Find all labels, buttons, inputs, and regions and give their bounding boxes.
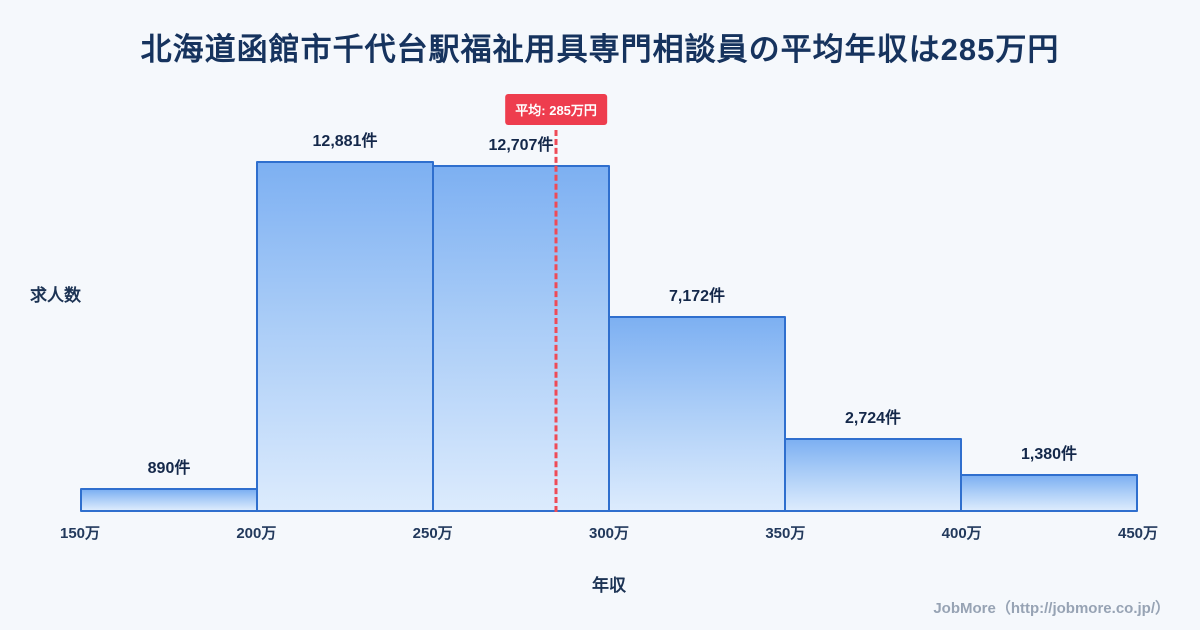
x-tick-label: 350万 (765, 525, 806, 542)
bar-value-label: 12,707件 (488, 137, 554, 154)
average-line (554, 130, 558, 512)
bar-slot: 2,724件 (784, 130, 962, 512)
x-tick-label: 400万 (941, 525, 982, 542)
x-tick-label: 450万 (1117, 525, 1159, 542)
bar-value-label: 890件 (147, 460, 191, 477)
bar-slot: 12,881件 (256, 130, 434, 512)
plot-area: 890件 12,881件 12,707件 7,172件 2,724件 1,380件 平均:… (60, 94, 1158, 542)
x-axis-ticks: 150万 200万 250万 300万 350万 400万 450万 (60, 512, 1158, 542)
histogram-bar (784, 438, 962, 512)
histogram-bar (608, 316, 786, 512)
bar-slot: 1,380件 (960, 130, 1138, 512)
histogram-bar (256, 161, 434, 512)
histogram-bar (80, 488, 258, 512)
histogram-bar (432, 165, 610, 512)
bar-value-label: 7,172件 (668, 288, 726, 305)
x-tick-label: 300万 (588, 525, 630, 542)
x-tick-label: 200万 (236, 525, 277, 542)
histogram-bar (960, 474, 1138, 512)
x-axis-label: 年収 (592, 576, 626, 595)
x-tick-label: 150万 (59, 525, 101, 542)
bars-container: 890件 12,881件 12,707件 7,172件 2,724件 1,380件 (80, 130, 1138, 512)
bar-value-label: 12,881件 (312, 133, 378, 150)
average-badge: 平均: 285万円 (505, 94, 607, 125)
chart-title: 北海道函館市千代台駅福祉用具専門相談員の平均年収は285万円 (140, 32, 1060, 67)
y-axis-label: 求人数 (30, 286, 81, 305)
bar-value-label: 2,724件 (844, 410, 902, 427)
x-tick-label: 250万 (412, 525, 453, 542)
bar-slot: 890件 (80, 130, 258, 512)
bar-slot: 7,172件 (608, 130, 786, 512)
footer-credit: JobMore（http://jobmore.co.jp/） (933, 600, 1170, 617)
bar-slot: 12,707件 (432, 130, 610, 512)
bar-value-label: 1,380件 (1020, 446, 1078, 463)
